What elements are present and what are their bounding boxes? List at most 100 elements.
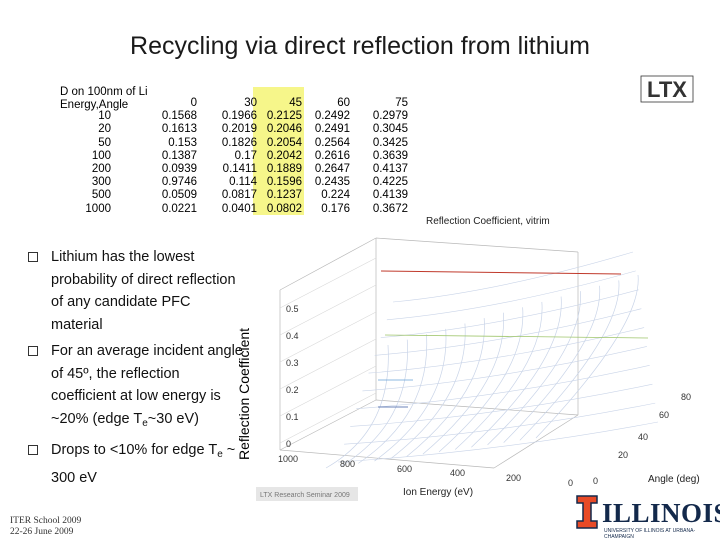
chart-surface-line xyxy=(374,328,447,462)
bullet-box-icon xyxy=(28,346,38,356)
chart-surface-line xyxy=(406,318,485,457)
table-value-cell: 0.1826 xyxy=(221,136,257,149)
bullet-text-tail: ~ 300 eV xyxy=(51,442,236,486)
chart-surface-line xyxy=(535,274,639,439)
table-energy-cell: 1000 xyxy=(85,202,111,215)
table-header-line2: Energy,Angle xyxy=(60,99,129,111)
chart-angle-tick-label: 20 xyxy=(618,450,628,460)
table-value-cell: 0.4225 xyxy=(372,176,408,189)
chart-frame-line xyxy=(375,237,579,253)
chart-z-tick-label: 0 xyxy=(286,439,291,449)
table-value-cell: 0.2647 xyxy=(314,163,350,175)
chart-energy-tick-label: 0 xyxy=(568,478,573,488)
table-value-cell: 0.3045 xyxy=(372,123,408,136)
bullet-list: Lithium has the lowest probability of di… xyxy=(28,246,243,493)
ltx-logo: LTX xyxy=(640,75,694,103)
table-value-cell: 0.1966 xyxy=(221,110,257,123)
table-value-cell: 0.0817 xyxy=(221,189,257,202)
chart-title: Reflection Coefficient, vitrim xyxy=(426,216,550,227)
table-value-cell: 0.2019 xyxy=(221,123,257,136)
table-angle-header: 45 xyxy=(289,97,302,109)
chart-grid-line xyxy=(279,365,377,417)
table-value-cell: 0.4137 xyxy=(372,163,408,175)
table-value-cell: 0.1568 xyxy=(161,110,197,123)
table-value-cell: 0.2616 xyxy=(314,149,350,162)
chart-red-line xyxy=(380,270,622,275)
chart-z-tick-label: 0.3 xyxy=(286,358,299,368)
chart-surface-line xyxy=(422,312,504,455)
chart-grid-line xyxy=(279,257,377,309)
chart-frame-line xyxy=(493,414,579,469)
illinois-block-i-icon xyxy=(576,495,598,529)
table-value-cell: 0.114 xyxy=(229,176,257,189)
table-value-cell: 0.0221 xyxy=(161,202,197,215)
table-energy-cell: 300 xyxy=(91,176,111,189)
chart-z-tick-label: 0.2 xyxy=(286,385,299,395)
table-value-cell: 0.2054 xyxy=(266,136,302,149)
table-header-line1: D on 100nm of Li xyxy=(60,86,148,98)
footer: ITER School 2009 22-26 June 2009 xyxy=(10,516,81,538)
chart-surface-line xyxy=(487,291,581,446)
illinois-wordmark: ILLINOIS xyxy=(602,498,720,528)
chart-caption: LTX Research Seminar 2009 xyxy=(260,492,350,499)
table-value-cell: 0.3425 xyxy=(372,136,408,149)
table-value-cell: 0.0802 xyxy=(266,202,302,215)
chart-surface-line xyxy=(337,421,659,463)
chart-angle-tick-label: 80 xyxy=(681,392,691,402)
bullet-box-icon xyxy=(28,252,38,262)
chart-ticks: 0 0.1 0.2 0.3 0.4 0.5 1000 800 600 400 200 0 0 20 40 60… xyxy=(278,304,691,488)
table-value-cell: 0.1237 xyxy=(266,189,302,202)
bullet-subscript: e xyxy=(142,417,148,429)
chart-angle-tick-label: 60 xyxy=(659,410,669,420)
footer-line2: 22-26 June 2009 xyxy=(10,527,74,537)
chart-surface-line xyxy=(519,280,620,441)
chart-surface-line xyxy=(350,383,653,427)
chart-surface xyxy=(325,251,659,469)
chart-surface-line xyxy=(503,285,601,443)
table-energy-cell: 100 xyxy=(91,149,111,162)
table-value-cell: 0.2492 xyxy=(314,110,350,123)
chart-surface-line xyxy=(362,346,647,392)
chart-surface-line xyxy=(380,289,639,338)
chart-frame xyxy=(279,237,579,469)
ltx-logo-text: LTX xyxy=(647,77,687,102)
table-angle-header: 30 xyxy=(244,97,257,109)
highlight-45deg-column xyxy=(253,87,304,215)
table-energy-cell: 200 xyxy=(91,163,111,175)
table-value-cell: 0.17 xyxy=(234,149,257,162)
table-value-cell: 0.1596 xyxy=(266,176,302,189)
table-value-cell: 0.153 xyxy=(168,136,197,149)
chart-surface-line xyxy=(390,323,466,460)
footer-line1: ITER School 2009 xyxy=(10,516,82,526)
table-value-cell: 0.2979 xyxy=(372,110,408,123)
chart-x-axis-label: Ion Energy (eV) xyxy=(403,487,473,498)
table-value-cell: 0.2046 xyxy=(266,123,302,136)
chart-angle-tick-label: 40 xyxy=(638,432,648,442)
table-value-cell: 0.1411 xyxy=(222,163,257,175)
chart-z-tick-label: 0.1 xyxy=(286,412,299,422)
chart-z-tick-label: 0.5 xyxy=(286,304,299,314)
bullet-subscript: e xyxy=(217,449,223,460)
bullet-item: Drops to <10% for edge Te ~ 300 eV xyxy=(28,439,243,489)
table-angle-header: 75 xyxy=(395,97,408,109)
bullet-item: For an average incident angle of 45º, th… xyxy=(28,340,243,435)
chart-frame-line xyxy=(279,449,495,469)
bullet-text: Drops to <10% for edge T xyxy=(51,442,218,458)
chart-caption-box xyxy=(256,487,358,501)
bullet-text: For an average incident angle of 45º, th… xyxy=(51,343,243,427)
table-value-cell: 0.2042 xyxy=(266,149,302,162)
table-value-cell: 0.0509 xyxy=(161,189,197,202)
bullet-box-icon xyxy=(28,445,38,455)
chart-frame-line xyxy=(279,399,377,451)
chart-surface-line xyxy=(368,327,645,374)
table-value-cell: 0.2435 xyxy=(314,176,350,189)
bullet-text: Lithium has the lowest probability of di… xyxy=(51,249,236,333)
table-value-cell: 0.9746 xyxy=(161,176,197,189)
chart-surface-line xyxy=(374,308,642,356)
bullet-text-tail: ~30 eV) xyxy=(147,410,199,427)
table-angle-header: 60 xyxy=(337,97,350,109)
chart-energy-tick-label: 600 xyxy=(397,464,412,474)
chart-grid-line xyxy=(279,311,377,363)
chart-surface-line xyxy=(358,334,428,464)
table-value-cell: 0.176 xyxy=(321,202,350,215)
